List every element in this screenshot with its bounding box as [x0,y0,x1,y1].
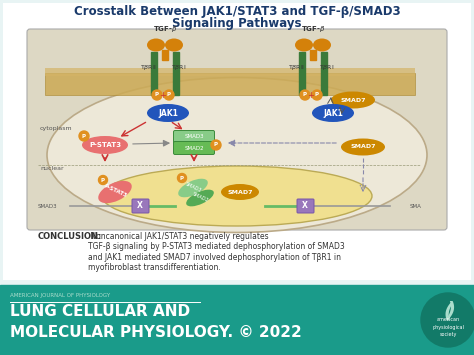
FancyBboxPatch shape [132,199,149,213]
Text: ): ) [447,300,456,319]
Text: P: P [82,133,86,138]
Text: Signaling Pathways: Signaling Pathways [172,17,302,30]
Text: X: X [137,202,143,211]
Circle shape [177,174,186,182]
Text: LUNG CELLULAR AND: LUNG CELLULAR AND [10,304,190,319]
Text: SMAD7: SMAD7 [340,98,366,103]
Bar [45,68,415,76]
Text: SMAD2: SMAD2 [191,191,209,203]
Text: T$\beta$RII: T$\beta$RII [140,64,158,72]
Text: P: P [303,93,307,98]
Text: +: + [308,91,314,99]
Bar [3,3,471,280]
Circle shape [211,140,221,150]
Bar [151,52,157,95]
Circle shape [99,175,108,185]
Text: P: P [214,142,218,147]
Text: JAK1: JAK1 [158,109,178,118]
Text: T$\beta$RI: T$\beta$RI [171,64,187,72]
Bar [310,50,316,60]
FancyBboxPatch shape [173,131,215,143]
Bar [173,52,179,95]
Text: P: P [315,93,319,98]
Ellipse shape [341,138,385,155]
Ellipse shape [313,38,331,51]
Text: society: society [439,332,456,337]
FancyBboxPatch shape [297,199,314,213]
Text: MOLECULAR PHYSIOLOGY. © 2022: MOLECULAR PHYSIOLOGY. © 2022 [10,325,302,340]
Text: SMAD3: SMAD3 [184,181,202,193]
Text: AMERICAN JOURNAL OF PHYSIOLOGY: AMERICAN JOURNAL OF PHYSIOLOGY [10,293,110,298]
Text: physiological: physiological [432,325,464,330]
Bar [45,73,415,95]
Ellipse shape [178,179,208,197]
FancyBboxPatch shape [173,142,215,154]
Text: SMAD7: SMAD7 [350,144,376,149]
Text: SMAD7: SMAD7 [227,190,253,195]
Bar [162,50,168,60]
Circle shape [79,131,89,141]
Text: (: ( [444,302,453,321]
Text: TGF-$\beta$: TGF-$\beta$ [301,24,325,34]
Text: X: X [302,202,308,211]
Text: P: P [101,178,105,182]
Ellipse shape [147,104,189,122]
Text: american: american [437,317,460,322]
Ellipse shape [98,181,132,203]
Ellipse shape [165,38,183,51]
Ellipse shape [221,184,259,200]
Text: SMAD3: SMAD3 [38,203,58,208]
Text: SMAD2: SMAD2 [184,146,204,151]
Text: TGF-$\beta$: TGF-$\beta$ [153,24,177,34]
FancyBboxPatch shape [27,29,447,230]
Circle shape [152,90,162,100]
Bar [0,285,474,355]
Circle shape [164,90,174,100]
Ellipse shape [186,190,214,206]
Ellipse shape [331,92,375,109]
Text: CONCLUSION:: CONCLUSION: [38,232,102,241]
Text: SMA: SMA [410,203,422,208]
Bar [299,52,305,95]
Text: nuclear: nuclear [40,166,64,171]
Text: P: P [155,93,159,98]
Text: cytoplasm: cytoplasm [40,126,73,131]
Text: JAK1: JAK1 [323,109,343,118]
Ellipse shape [82,136,128,154]
Ellipse shape [102,166,372,226]
Text: T$\beta$RII: T$\beta$RII [288,64,306,72]
Bar [321,52,327,95]
Ellipse shape [295,38,313,51]
Text: SMAD3: SMAD3 [184,135,204,140]
Ellipse shape [312,104,354,122]
Text: P-STAT3: P-STAT3 [89,142,121,148]
Text: Noncanonical JAK1/STAT3 negatively regulates
TGF-β signaling by P-STAT3 mediated: Noncanonical JAK1/STAT3 negatively regul… [88,232,345,272]
Text: P: P [180,175,184,180]
Text: +: + [160,91,166,99]
Text: Crosstalk Between JAK1/STAT3 and TGF-β/SMAD3: Crosstalk Between JAK1/STAT3 and TGF-β/S… [73,5,401,18]
Ellipse shape [147,38,165,51]
Text: T$\beta$RI: T$\beta$RI [319,64,335,72]
Circle shape [421,293,474,347]
Text: P: P [167,93,171,98]
Text: P-STAT3: P-STAT3 [102,184,128,198]
Ellipse shape [47,77,427,233]
Circle shape [300,90,310,100]
Circle shape [312,90,322,100]
